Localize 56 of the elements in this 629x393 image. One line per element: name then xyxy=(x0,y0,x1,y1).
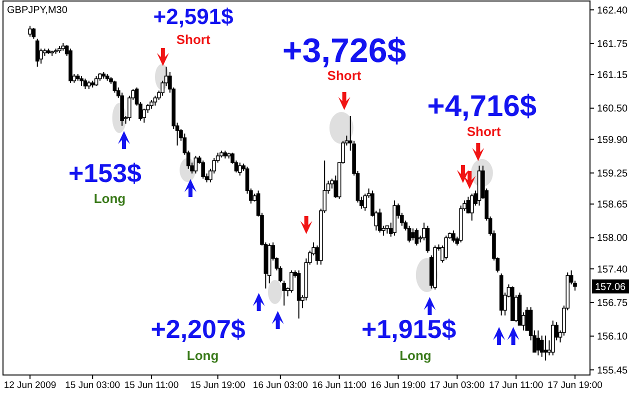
annotation: Long xyxy=(186,348,219,363)
candlestick xyxy=(536,330,540,356)
x-tick-label: 15 Jun 11:00 xyxy=(124,380,179,391)
annotation: Long xyxy=(94,191,126,206)
candlestick xyxy=(444,235,448,260)
annotation: +1,915$ xyxy=(361,314,457,344)
x-tick-label: 16 Jun 03:00 xyxy=(252,380,308,391)
candlestick xyxy=(426,225,430,254)
candlestick xyxy=(290,270,294,294)
y-tick-label: 158.00 xyxy=(597,233,628,244)
annotation: Short xyxy=(327,68,362,83)
annotation: +3,726$ xyxy=(282,32,406,70)
y-tick-label: 162.40 xyxy=(597,5,628,16)
candlestick xyxy=(238,162,242,176)
x-tick-label: 17 Jun 11:00 xyxy=(488,380,544,391)
x-tick-label: 17 Jun 19:00 xyxy=(548,380,602,391)
candlestick xyxy=(544,335,548,361)
annotation: Short xyxy=(176,32,211,47)
text: 157.06 xyxy=(595,282,626,293)
y-tick-label: 157.40 xyxy=(597,264,628,276)
annotation: +153$ xyxy=(68,158,142,188)
annotation: +4,716$ xyxy=(427,90,537,123)
y-tick-label: 158.65 xyxy=(597,200,628,211)
candlestick xyxy=(32,27,36,40)
annotation: Short xyxy=(466,124,502,139)
y-tick-label: 161.15 xyxy=(597,70,628,82)
x-tick-label: 12 Jun 2009 xyxy=(4,380,56,391)
candlestick xyxy=(28,25,32,38)
annotation: +2,591$ xyxy=(153,4,234,29)
x-tick-label: 17 Jun 03:00 xyxy=(430,380,485,391)
y-tick-label: 159.25 xyxy=(597,168,628,180)
candlestick xyxy=(414,228,419,246)
candlestick xyxy=(452,230,456,243)
x-tick-label: 15 Jun 03:00 xyxy=(65,380,120,391)
chart-title: GBPJPY,M30 xyxy=(7,5,68,16)
x-tick-label: 16 Jun 11:00 xyxy=(312,380,366,391)
y-tick-label: 159.90 xyxy=(597,134,628,146)
candlestick xyxy=(80,76,84,86)
candlestick xyxy=(411,228,415,241)
x-tick-label: 15 Jun 19:00 xyxy=(190,380,246,391)
annotation: +2,207$ xyxy=(150,314,246,344)
candlestick xyxy=(470,193,474,222)
y-tick-label: 160.50 xyxy=(597,104,628,115)
candlestick xyxy=(94,76,98,86)
y-tick-label: 161.75 xyxy=(597,38,628,50)
annotation: Long xyxy=(400,348,432,363)
candlestick xyxy=(201,160,205,180)
candlestick xyxy=(35,38,40,68)
y-tick-label: 156.75 xyxy=(597,298,628,309)
candlestick xyxy=(466,196,470,214)
y-tick-label: 156.10 xyxy=(597,332,628,343)
x-tick-label: 16 Jun 19:00 xyxy=(370,380,426,391)
candlestick xyxy=(194,155,198,174)
y-tick-label: 155.45 xyxy=(597,365,628,376)
candlestick xyxy=(83,78,88,90)
candlestick xyxy=(378,208,382,234)
